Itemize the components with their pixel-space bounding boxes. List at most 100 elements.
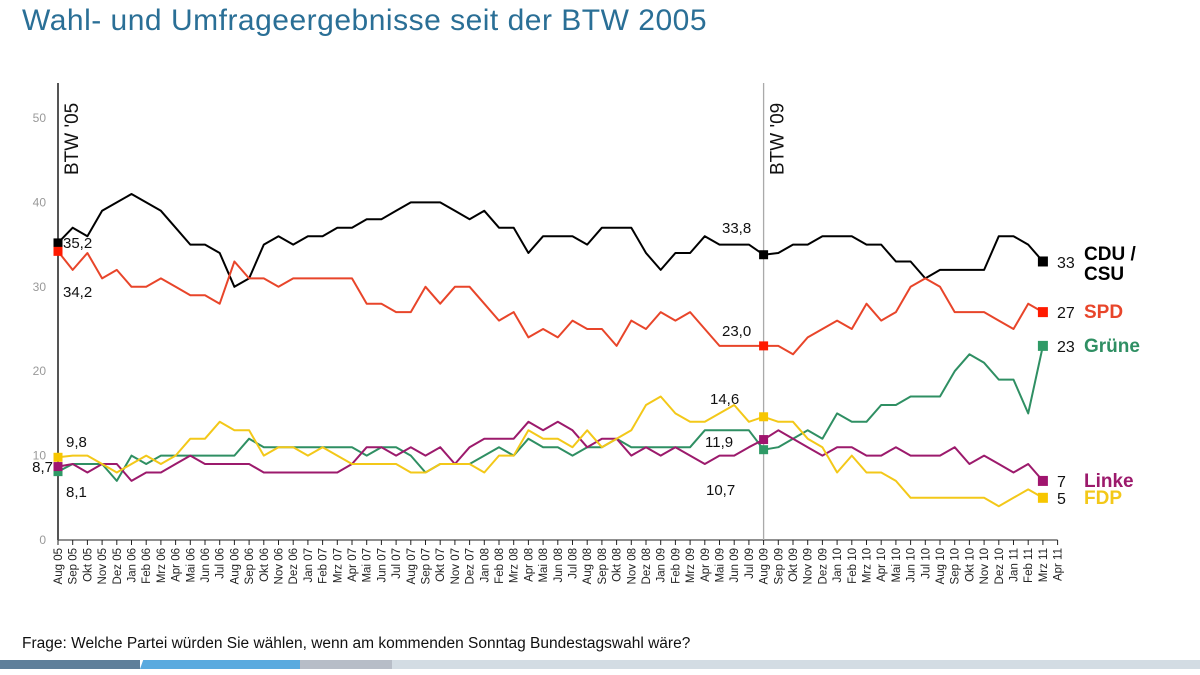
x-tick-label: Apr 08 xyxy=(523,548,535,582)
end-value-label: 23 xyxy=(1057,339,1075,356)
x-tick-label: Mrz 11 xyxy=(1038,548,1050,582)
data-label: 33,8 xyxy=(722,220,751,237)
series-lines xyxy=(53,193,1048,508)
data-label: 11,9 xyxy=(705,434,733,451)
band-segment xyxy=(0,660,140,669)
data-label: 8,7 xyxy=(32,459,53,476)
x-tick-label: Nov 07 xyxy=(450,548,462,584)
legend-label: Linke xyxy=(1084,471,1134,492)
x-tick-label: Feb 11 xyxy=(1023,548,1035,583)
x-tick-label: Jul 06 xyxy=(215,548,227,579)
survey-question: Frage: Welche Partei würden Sie wählen, … xyxy=(22,635,691,652)
x-tick-label: Feb 09 xyxy=(670,548,682,584)
x-tick-label: Aug 07 xyxy=(406,548,418,584)
data-label: 34,2 xyxy=(63,284,92,301)
x-tick-label: Jan 10 xyxy=(832,548,844,583)
data-marker xyxy=(1037,475,1048,486)
data-marker xyxy=(759,341,769,351)
x-tick-label: Jun 08 xyxy=(553,548,565,583)
legend-label: CSU xyxy=(1084,264,1124,285)
data-marker xyxy=(53,246,63,256)
x-tick-label: Feb 07 xyxy=(318,548,330,584)
x-tick-label: Apr 11 xyxy=(1053,548,1065,581)
x-tick-label: Nov 08 xyxy=(626,548,638,584)
data-marker xyxy=(53,238,63,248)
series-line-spd xyxy=(57,250,1044,356)
band-segment xyxy=(140,660,300,669)
end-value-label: 5 xyxy=(1057,491,1066,508)
x-tick-label: Dez 08 xyxy=(641,548,653,584)
data-label: 35,2 xyxy=(63,235,92,252)
x-tick-label: Feb 06 xyxy=(141,548,153,584)
data-marker xyxy=(759,412,769,422)
y-tick-label: 40 xyxy=(33,195,47,209)
footer-band xyxy=(0,660,1200,669)
x-tick-label: Okt 10 xyxy=(964,548,976,582)
x-tick-label: Mai 10 xyxy=(891,548,903,583)
series-line-fdp xyxy=(57,395,1044,508)
x-tick-label: Jan 11 xyxy=(1009,548,1021,582)
x-tick-label: Dez 06 xyxy=(288,548,300,584)
x-tick-label: Sep 10 xyxy=(950,548,962,584)
election-label: BTW '09 xyxy=(768,103,789,175)
data-label: 10,7 xyxy=(706,482,735,499)
x-tick-label: Mai 08 xyxy=(538,548,550,583)
x-tick-label: Apr 10 xyxy=(876,548,888,582)
end-value-label: 27 xyxy=(1057,305,1075,322)
x-tick-label: Mrz 09 xyxy=(685,548,697,583)
x-tick-label: Nov 10 xyxy=(979,548,991,584)
x-tick-label: Jan 09 xyxy=(656,548,668,583)
x-tick-label: Nov 05 xyxy=(97,548,109,584)
x-tick-label: Dez 05 xyxy=(112,548,124,584)
data-label: 8,1 xyxy=(66,484,87,501)
series-line-grüne xyxy=(57,345,1044,482)
x-tick-label: Apr 06 xyxy=(171,548,183,582)
end-value-label: 33 xyxy=(1057,255,1075,272)
data-labels: 35,2 33,8 33 CDU /CSU 34,2 23,0 27 SPD 8,1 10,7 23… xyxy=(32,220,1140,509)
x-tick-label: Mrz 10 xyxy=(862,548,874,583)
x-tick-label: Nov 09 xyxy=(803,548,815,584)
x-tick-label: Jun 06 xyxy=(200,548,212,583)
y-tick-label: 20 xyxy=(33,364,47,378)
election-label: BTW '05 xyxy=(62,103,83,175)
series-line-cducsu xyxy=(57,193,1044,288)
x-tick-label: Feb 10 xyxy=(847,548,859,584)
x-tick-label: Okt 05 xyxy=(82,548,94,582)
x-tick-label: Okt 08 xyxy=(612,548,624,582)
x-tick-label: Feb 08 xyxy=(494,548,506,584)
data-marker xyxy=(53,462,63,472)
event-markers: BTW '05 BTW '09 xyxy=(57,83,789,540)
x-tick-label: Jan 06 xyxy=(127,548,139,583)
data-marker xyxy=(759,445,769,455)
data-marker xyxy=(1037,340,1048,351)
x-tick-label: Jan 08 xyxy=(479,548,491,583)
data-label: 23,0 xyxy=(722,323,751,340)
chart-title: Wahl- und Umfrageergebnisse seit der BTW… xyxy=(22,4,708,37)
x-tick-label: Jul 08 xyxy=(568,548,580,579)
y-tick-label: 10 xyxy=(33,449,47,463)
end-value-label: 7 xyxy=(1057,474,1066,491)
x-tick-label: Jan 07 xyxy=(303,548,315,583)
legend-label: CDU / xyxy=(1084,244,1136,265)
x-tick-label: Mai 07 xyxy=(362,548,374,583)
x-tick-label: Mrz 08 xyxy=(509,548,521,583)
y-tick-label: 50 xyxy=(33,111,47,125)
y-tick-label: 30 xyxy=(33,280,47,294)
x-tick-label: Mrz 06 xyxy=(156,548,168,583)
x-tick-label: Mai 09 xyxy=(715,548,727,583)
x-tick-label: Sep 06 xyxy=(244,548,256,584)
data-marker xyxy=(53,467,63,477)
band-segment xyxy=(300,660,392,669)
data-marker xyxy=(759,250,769,260)
x-tick-label: Dez 09 xyxy=(817,548,829,584)
legend-label: Grüne xyxy=(1084,336,1140,357)
x-tick-label: Sep 05 xyxy=(68,548,80,584)
x-tick-label: Okt 09 xyxy=(788,548,800,582)
x-tick-label: Sep 09 xyxy=(773,548,785,584)
x-tick-label: Aug 09 xyxy=(759,548,771,584)
x-tick-label: Nov 06 xyxy=(274,548,286,584)
data-marker xyxy=(1037,256,1048,267)
legend-label: FDP xyxy=(1084,488,1122,509)
